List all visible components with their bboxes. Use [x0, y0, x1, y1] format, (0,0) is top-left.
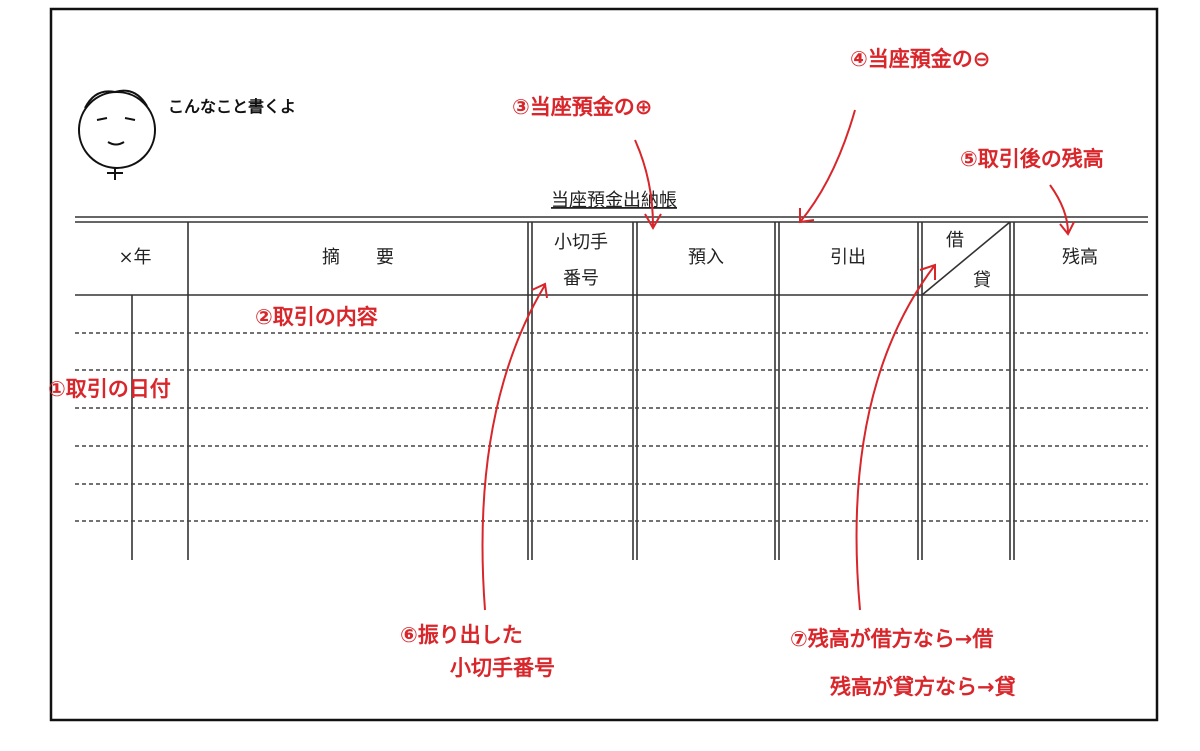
header-credit: 貸	[973, 270, 991, 291]
note: こんなこと書くよ	[168, 97, 296, 116]
face-icon	[78, 89, 156, 180]
header-balance: 残高	[1062, 247, 1098, 268]
header-check: 番号	[563, 268, 599, 289]
annotation: ④当座預金の⊖	[850, 47, 990, 71]
header-withdrawal: 引出	[830, 247, 866, 268]
header-date: ×年	[118, 247, 151, 268]
annotation: ⑦残高が借方なら→借	[790, 627, 993, 651]
annotation: ②取引の内容	[255, 305, 378, 329]
header-check: 小切手	[554, 232, 608, 253]
ledger-grid	[75, 216, 1148, 560]
frame	[49, 7, 1159, 722]
header-deposit: 預入	[688, 247, 724, 268]
annotation: 残高が貸方なら→貸	[830, 675, 1016, 699]
annotation: 小切手番号	[450, 656, 555, 680]
annotation: ①取引の日付	[48, 377, 171, 401]
header-debit: 借	[946, 230, 964, 251]
annotation: ⑤取引後の残高	[960, 147, 1104, 171]
header-summary: 摘 要	[322, 247, 394, 268]
annotation: ③当座預金の⊕	[512, 95, 652, 119]
annotation: ⑥振り出した	[400, 623, 523, 647]
ledger-title: 当座預金出納帳	[551, 190, 677, 211]
arrows	[481, 109, 1075, 611]
